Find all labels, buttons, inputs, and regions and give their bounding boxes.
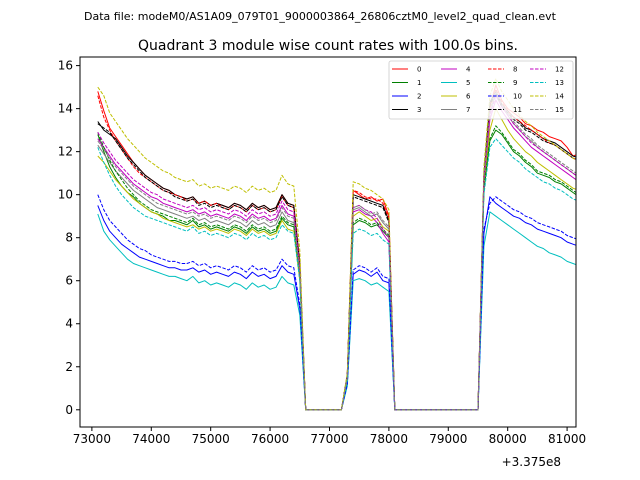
legend-label-12: 12: [555, 66, 564, 74]
series-line-8: [97, 88, 576, 411]
series-line-10: [97, 194, 576, 411]
legend-label-9: 9: [513, 79, 517, 87]
y-tick-label: 12: [58, 145, 73, 159]
legend-label-13: 13: [555, 79, 564, 87]
y-tick-label: 6: [65, 274, 73, 288]
series-line-11: [97, 93, 576, 411]
x-tick-label: 79000: [429, 432, 467, 446]
legend-label-3: 3: [417, 106, 421, 114]
legend-label-10: 10: [513, 93, 522, 101]
x-tick-label: 80000: [489, 432, 527, 446]
x-tick-label: 81000: [548, 432, 586, 446]
legend-label-14: 14: [555, 93, 564, 101]
y-tick-label: 2: [65, 360, 73, 374]
legend-label-4: 4: [466, 66, 471, 74]
x-tick-label: 78000: [370, 432, 408, 446]
series-line-5: [97, 211, 576, 411]
series-line-9: [97, 125, 576, 411]
series-line-13: [97, 138, 576, 411]
y-tick-label: 4: [65, 317, 73, 331]
series-line-14: [97, 78, 576, 411]
y-tick-label: 0: [65, 403, 73, 417]
series-line-7: [97, 93, 576, 411]
x-tick-label: 75000: [192, 432, 230, 446]
legend-label-5: 5: [466, 79, 470, 87]
y-tick-label: 8: [65, 231, 73, 245]
plot-frame: [79, 56, 577, 428]
y-tick-label: 10: [58, 188, 73, 202]
y-tick-label: 16: [58, 59, 73, 73]
legend-label-8: 8: [513, 66, 517, 74]
series-line-2: [97, 196, 576, 411]
legend-label-1: 1: [417, 79, 421, 87]
x-tick-label: 77000: [310, 432, 348, 446]
legend-label-11: 11: [513, 106, 522, 114]
x-tick-label: 74000: [132, 432, 170, 446]
chart-title: Quadrant 3 module wise count rates with …: [138, 38, 518, 54]
x-tick-label: 76000: [251, 432, 289, 446]
suptitle: Data file: modeM0/AS1A09_079T01_90000038…: [84, 10, 557, 23]
series-line-15: [97, 90, 576, 411]
legend-frame: [388, 60, 574, 120]
legend-label-15: 15: [555, 106, 564, 114]
x-tick-label: 73000: [73, 432, 111, 446]
series-line-4: [97, 99, 576, 411]
legend-label-2: 2: [417, 93, 421, 101]
series-line-1: [97, 129, 576, 411]
series-line-6: [97, 108, 576, 411]
legend-label-6: 6: [466, 93, 471, 101]
legend-label-0: 0: [417, 66, 421, 74]
legend-label-7: 7: [466, 106, 470, 114]
series-lines: [97, 78, 576, 411]
y-tick-label: 14: [58, 102, 73, 116]
series-line-12: [97, 95, 576, 411]
x-offset-label: +3.375e8: [502, 455, 561, 469]
axis-ticks: 73000 74000 75000 76000 77000 78000 79000 80000…: [58, 59, 586, 446]
